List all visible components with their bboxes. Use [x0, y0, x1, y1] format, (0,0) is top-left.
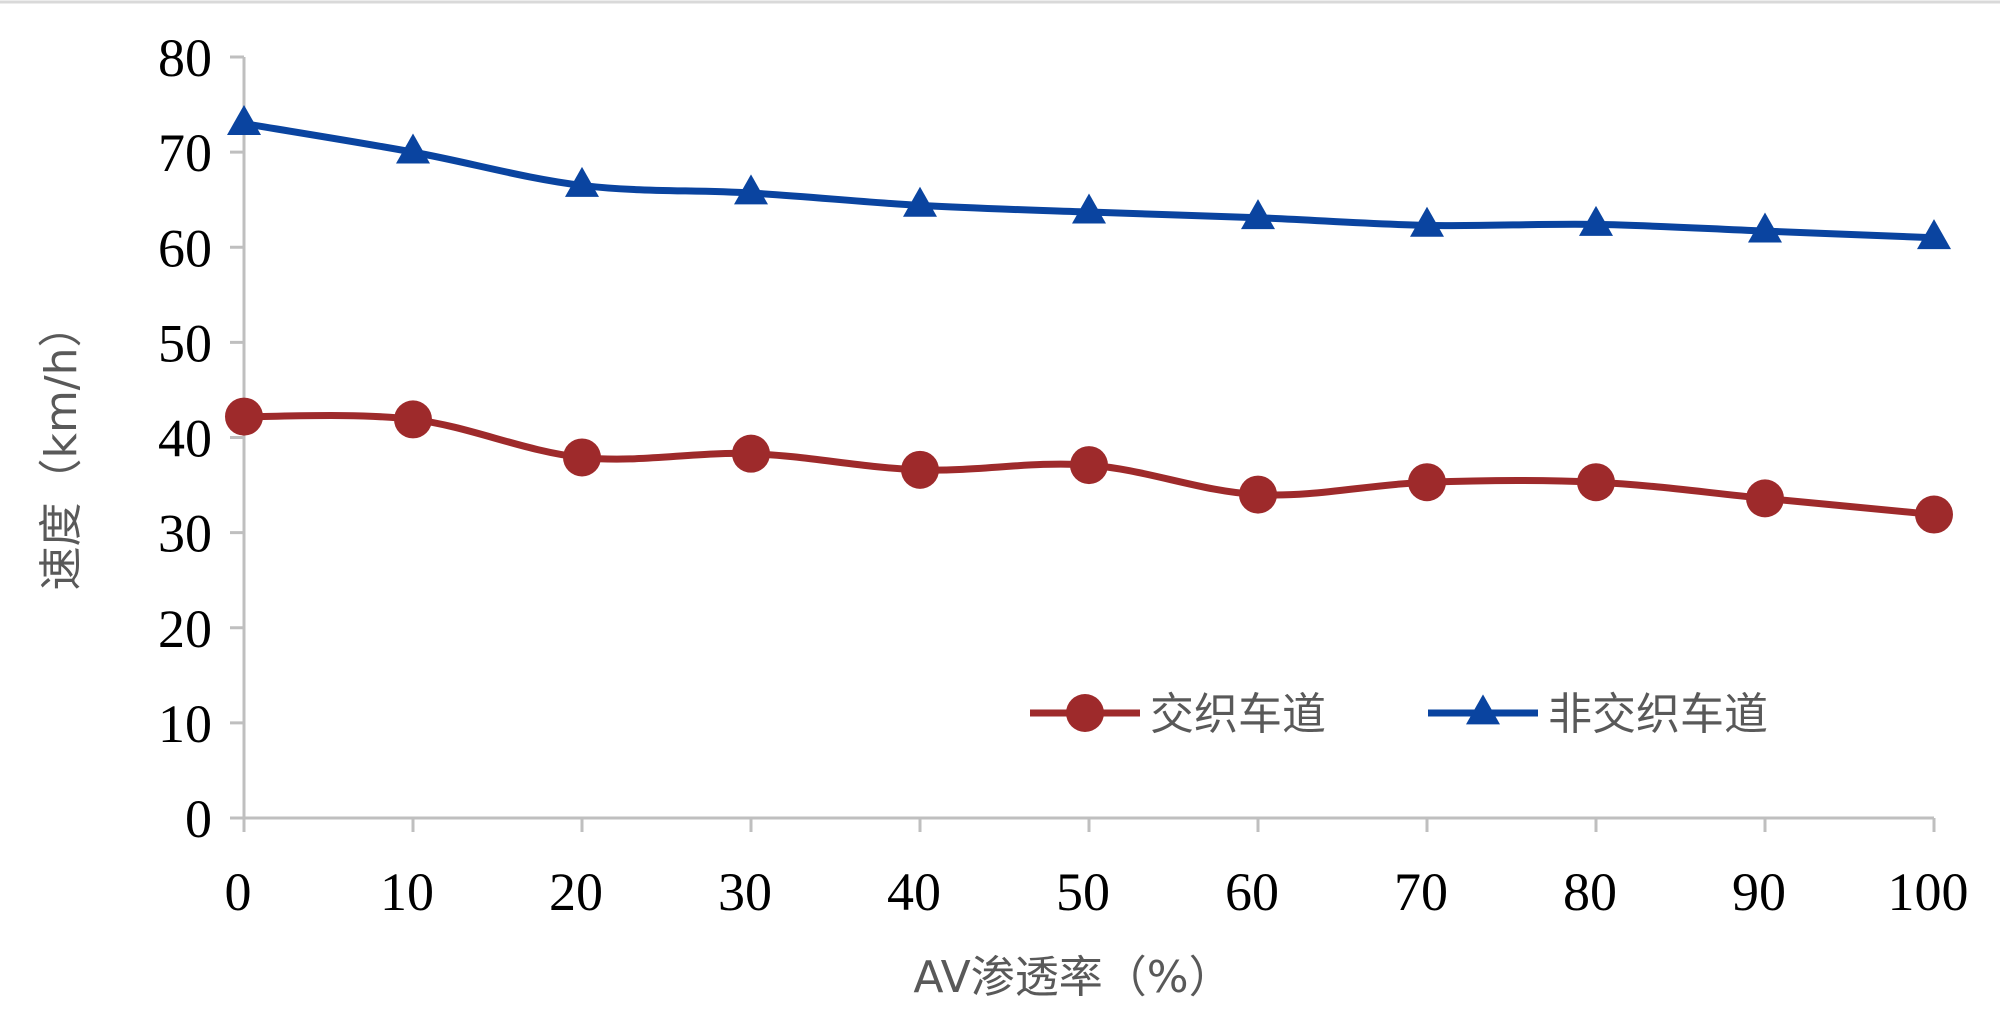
x-tick-label: 80 [1563, 862, 1617, 922]
x-axis-title: AV渗透率（%） [913, 952, 1232, 1003]
series-2 [227, 104, 1951, 250]
x-tick-label: 50 [1056, 862, 1110, 922]
data-point-2 [1410, 206, 1444, 237]
legend-label: 交织车道 [1150, 689, 1326, 740]
data-point-1 [1408, 463, 1446, 502]
x-tick-label: 70 [1394, 862, 1448, 922]
y-tick-label: 0 [185, 789, 212, 849]
y-tick-label: 10 [158, 694, 212, 754]
legend-label: 非交织车道 [1548, 689, 1768, 740]
legend-item: 非交织车道 [1428, 689, 1768, 740]
y-tick-label: 30 [158, 504, 212, 564]
data-point-1 [732, 434, 770, 473]
data-point-1 [394, 400, 432, 439]
data-point-2 [565, 166, 599, 197]
legend-swatch-marker [1466, 694, 1500, 725]
data-point-2 [1241, 199, 1275, 230]
data-point-1 [1915, 495, 1953, 534]
legend: 交织车道 非交织车道 [1030, 689, 1768, 740]
data-point-1 [1070, 446, 1108, 485]
y-tick-label: 60 [158, 218, 212, 278]
x-tick-label: 40 [887, 862, 941, 922]
x-tick-label: 100 [1888, 862, 1969, 922]
x-tick-label: 10 [380, 862, 434, 922]
y-axis-title: 速度（km/h） [36, 303, 87, 590]
data-point-2 [1917, 219, 1951, 250]
data-point-1 [225, 397, 263, 436]
x-tick-label: 60 [1225, 862, 1279, 922]
data-point-1 [901, 450, 939, 489]
data-point-2 [227, 104, 261, 135]
x-tick-label: 0 [225, 862, 252, 922]
data-point-2 [1748, 212, 1782, 243]
data-point-2 [1072, 193, 1106, 224]
y-tick-label: 40 [158, 409, 212, 469]
data-point-2 [734, 174, 768, 205]
y-axis-ticks: 0 10 20 30 40 50 60 70 80 [158, 28, 244, 849]
data-point-2 [396, 133, 430, 164]
series-layer [225, 104, 1953, 534]
data-point-1 [1239, 475, 1277, 514]
series-1 [225, 397, 1953, 534]
y-tick-label: 50 [158, 313, 212, 373]
data-point-1 [1746, 479, 1784, 518]
x-axis-ticks: 0 10 20 30 40 50 60 70 80 90 100 [225, 818, 1969, 922]
y-tick-label: 80 [158, 28, 212, 88]
x-tick-label: 90 [1732, 862, 1786, 922]
x-tick-label: 20 [549, 862, 603, 922]
legend-item: 交织车道 [1030, 689, 1326, 740]
data-point-2 [1579, 205, 1613, 236]
y-tick-label: 20 [158, 599, 212, 659]
data-point-1 [563, 438, 601, 477]
x-tick-label: 30 [718, 862, 772, 922]
y-tick-label: 70 [158, 123, 212, 183]
data-point-2 [903, 186, 937, 217]
data-point-1 [1577, 463, 1615, 502]
legend-swatch-marker [1066, 694, 1104, 732]
